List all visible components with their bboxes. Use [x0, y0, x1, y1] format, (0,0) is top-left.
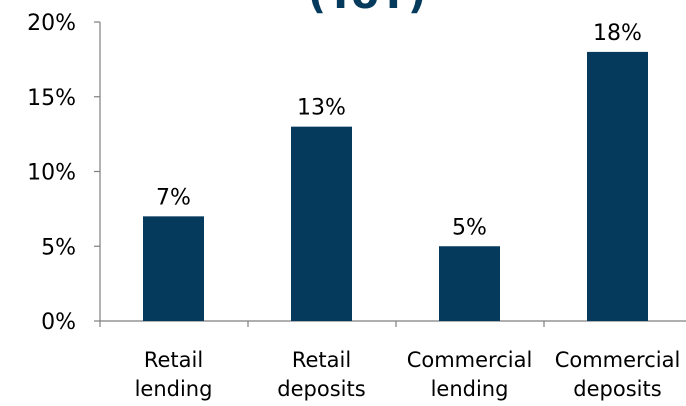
- data-label: 13%: [297, 96, 346, 121]
- bars: [143, 51, 648, 322]
- category-label: Retail: [144, 348, 203, 372]
- category-label: deposits: [277, 377, 365, 401]
- bar: [587, 51, 648, 322]
- category-label: lending: [135, 377, 213, 401]
- y-axis: 0% 5% 10% 15% 20%: [27, 11, 101, 335]
- data-label: 5%: [452, 215, 487, 240]
- bar: [291, 126, 352, 322]
- y-tick-label: 10%: [27, 161, 76, 186]
- y-tick-label: 20%: [27, 11, 76, 36]
- bar: [439, 246, 500, 321]
- y-tick-label: 0%: [41, 310, 76, 335]
- category-label: Retail: [292, 348, 351, 372]
- data-label: 7%: [156, 185, 191, 210]
- category-label: deposits: [573, 377, 661, 401]
- data-label: 18%: [593, 21, 642, 46]
- x-axis: [99, 320, 686, 327]
- category-label: Commercial: [407, 348, 533, 372]
- y-tick-label: 15%: [27, 86, 76, 111]
- category-labels: Retail lending Retail deposits Commercial len…: [135, 348, 681, 401]
- bar: [143, 216, 204, 321]
- category-label: lending: [431, 377, 509, 401]
- y-tick-label: 5%: [41, 235, 76, 260]
- chart-title: (YoY): [308, 0, 426, 18]
- category-label: Commercial: [555, 348, 681, 372]
- data-labels: 7% 13% 5% 18%: [156, 21, 642, 240]
